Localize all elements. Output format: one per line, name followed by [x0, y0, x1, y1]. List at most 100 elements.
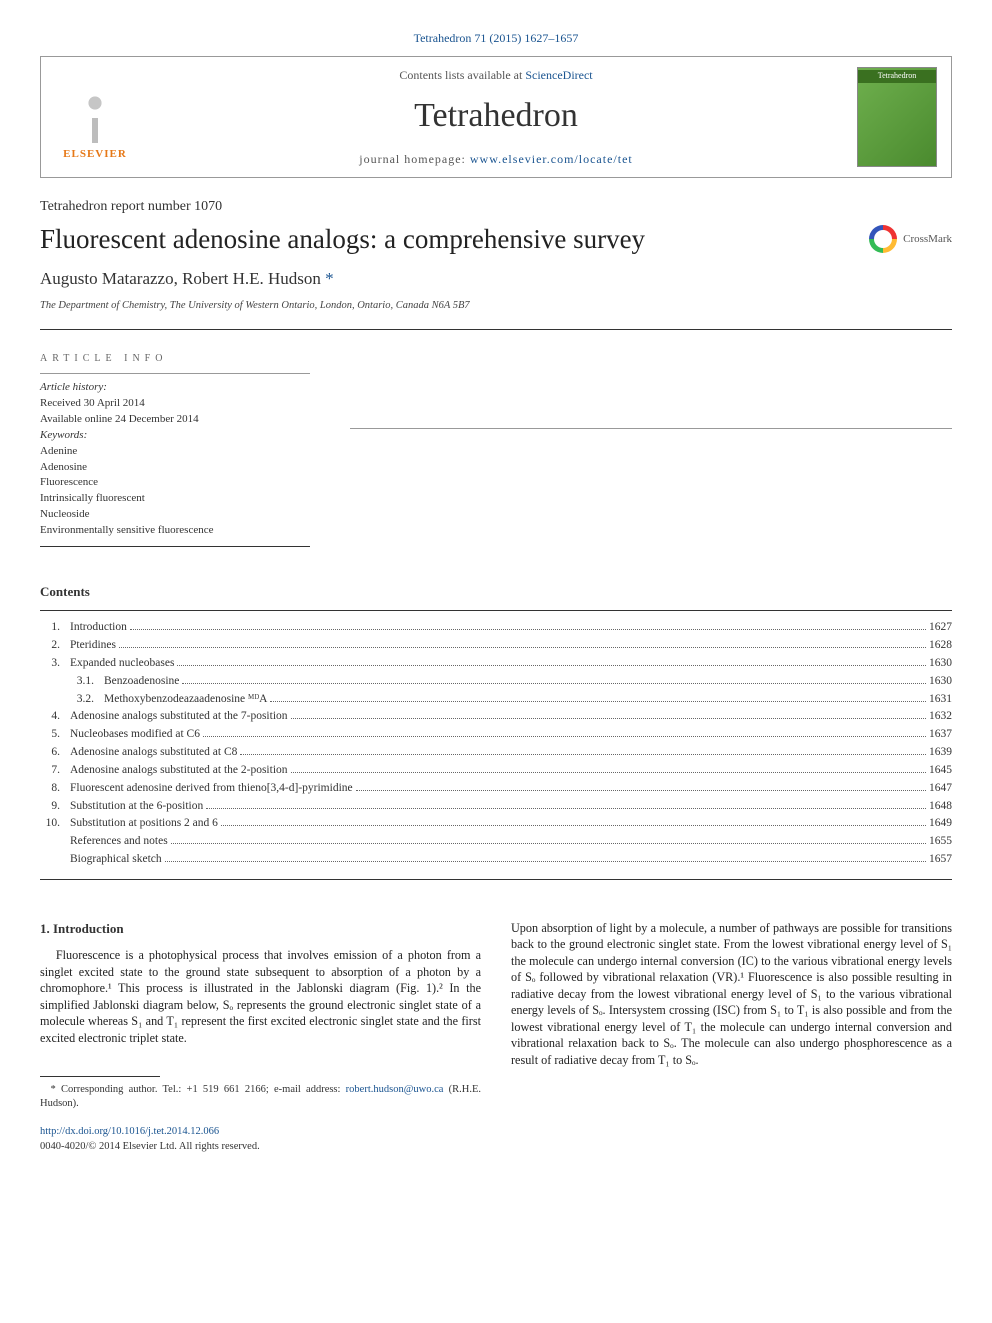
contents-heading: Contents — [40, 583, 952, 601]
keyword-4: Nucleoside — [40, 507, 310, 522]
rule-meta-2 — [40, 546, 310, 547]
journal-name: Tetrahedron — [155, 93, 837, 139]
toc-dots — [165, 853, 926, 862]
toc-row[interactable]: 1.Introduction 1627 — [40, 619, 952, 637]
toc-dots — [240, 746, 926, 755]
toc-page: 1657 — [929, 851, 952, 869]
toc-page: 1649 — [929, 815, 952, 833]
toc-page: 1647 — [929, 780, 952, 798]
toc-num: 2. — [40, 637, 70, 655]
journal-header-box: ELSEVIER Contents lists available at Sci… — [40, 56, 952, 178]
report-number: Tetrahedron report number 1070 — [40, 198, 952, 217]
toc-page: 1631 — [929, 691, 952, 709]
toc-title: Biographical sketch — [70, 851, 162, 869]
toc-page: 1628 — [929, 637, 952, 655]
toc-page: 1627 — [929, 619, 952, 637]
homepage-prefix: journal homepage: — [359, 152, 470, 166]
toc-dots — [291, 764, 926, 773]
rule-meta-right — [350, 428, 952, 429]
toc-row[interactable]: 4.Adenosine analogs substituted at the 7… — [40, 708, 952, 726]
keyword-5: Environmentally sensitive fluorescence — [40, 523, 310, 538]
toc-num: 3.1. — [40, 673, 104, 691]
toc-num: 10. — [40, 815, 70, 833]
toc-row[interactable]: 3.Expanded nucleobases1630 — [40, 655, 952, 673]
toc-num: 7. — [40, 762, 70, 780]
keyword-2: Fluorescence — [40, 475, 310, 490]
toc-page: 1645 — [929, 762, 952, 780]
meta-left-col: article info Article history: Received 3… — [40, 338, 310, 555]
toc-row[interactable]: 3.2.Methoxybenzodeazaadenosine ᴹᴰA 1631 — [40, 691, 952, 709]
toc-num: 3.2. — [40, 691, 104, 709]
toc-dots — [206, 799, 926, 808]
toc-page: 1639 — [929, 744, 952, 762]
footnote-separator — [40, 1076, 160, 1077]
toc-dots — [356, 782, 926, 791]
toc-num: 1. — [40, 619, 70, 637]
toc-title: Substitution at positions 2 and 6 — [70, 815, 218, 833]
body-col-left: 1. Introduction Fluorescence is a photop… — [40, 920, 481, 1154]
sciencedirect-link[interactable]: ScienceDirect — [525, 68, 592, 82]
toc-dots — [270, 692, 926, 701]
journal-reference: Tetrahedron 71 (2015) 1627–1657 — [40, 30, 952, 46]
section-1-heading: 1. Introduction — [40, 920, 481, 938]
toc-row[interactable]: 8.Fluorescent adenosine derived from thi… — [40, 780, 952, 798]
homepage-link[interactable]: www.elsevier.com/locate/tet — [470, 152, 633, 166]
crossmark-label: CrossMark — [903, 232, 952, 247]
toc-row[interactable]: 5.Nucleobases modified at C61637 — [40, 726, 952, 744]
toc-title: Adenosine analogs substituted at the 7-p… — [70, 708, 288, 726]
toc-page: 1648 — [929, 798, 952, 816]
toc-title: References and notes — [70, 833, 168, 851]
crossmark-icon — [869, 225, 897, 253]
toc-num: 8. — [40, 780, 70, 798]
journal-cover-thumbnail[interactable]: Tetrahedron — [857, 67, 937, 167]
crossmark-badge[interactable]: CrossMark — [869, 225, 952, 253]
toc-dots — [221, 817, 926, 826]
corresponding-footnote: * Corresponding author. Tel.: +1 519 661… — [40, 1083, 481, 1111]
toc-title: Adenosine analogs substituted at C8 — [70, 744, 237, 762]
footnote-email-link[interactable]: robert.hudson@uwo.ca — [346, 1084, 444, 1095]
footnote-prefix: Corresponding author. Tel.: +1 519 661 2… — [56, 1084, 346, 1095]
elsevier-tree-icon — [65, 83, 125, 143]
rule-meta-1 — [40, 373, 310, 374]
toc-row[interactable]: References and notes1655 — [40, 833, 952, 851]
toc-num: 9. — [40, 798, 70, 816]
toc-title: Methoxybenzodeazaadenosine ᴹᴰA — [104, 691, 267, 709]
keyword-3: Intrinsically fluorescent — [40, 491, 310, 506]
toc-dots — [171, 835, 926, 844]
article-history: Article history: Received 30 April 2014 … — [40, 380, 310, 537]
toc-title: Introduction — [70, 619, 127, 637]
toc-dots — [182, 675, 926, 684]
keyword-0: Adenine — [40, 444, 310, 459]
toc-title: Nucleobases modified at C6 — [70, 726, 200, 744]
toc-page: 1637 — [929, 726, 952, 744]
toc-row[interactable]: 2.Pteridines1628 — [40, 637, 952, 655]
toc-page: 1630 — [929, 673, 952, 691]
toc-title: Adenosine analogs substituted at the 2-p… — [70, 762, 288, 780]
toc-page: 1630 — [929, 655, 952, 673]
toc-row[interactable]: 9.Substitution at the 6-position 1648 — [40, 798, 952, 816]
toc-page: 1632 — [929, 708, 952, 726]
toc-dots — [177, 657, 926, 666]
intro-para-2: Upon absorption of light by a molecule, … — [511, 920, 952, 1068]
toc-row[interactable]: 6.Adenosine analogs substituted at C8 163… — [40, 744, 952, 762]
toc-dots — [119, 639, 926, 648]
toc-num: 6. — [40, 744, 70, 762]
toc-row[interactable]: 10.Substitution at positions 2 and 6 1649 — [40, 815, 952, 833]
authors-names: Augusto Matarazzo, Robert H.E. Hudson — [40, 269, 321, 288]
contents-lists-line: Contents lists available at ScienceDirec… — [155, 67, 837, 83]
body-col-right: Upon absorption of light by a molecule, … — [511, 920, 952, 1154]
doi-link[interactable]: http://dx.doi.org/10.1016/j.tet.2014.12.… — [40, 1126, 219, 1137]
toc-row[interactable]: 7.Adenosine analogs substituted at the 2… — [40, 762, 952, 780]
toc-row[interactable]: Biographical sketch 1657 — [40, 851, 952, 869]
article-info-label: article info — [40, 352, 310, 366]
elsevier-wordmark: ELSEVIER — [63, 147, 127, 162]
rule-top — [40, 329, 952, 330]
toc-title: Substitution at the 6-position — [70, 798, 203, 816]
table-of-contents: 1.Introduction16272.Pteridines16283.Expa… — [40, 610, 952, 879]
intro-para-1: Fluorescence is a photophysical process … — [40, 947, 481, 1046]
toc-row[interactable]: 3.1.Benzoadenosine1630 — [40, 673, 952, 691]
toc-title: Expanded nucleobases — [70, 655, 174, 673]
header-center: Contents lists available at ScienceDirec… — [155, 67, 837, 167]
contents-lists-prefix: Contents lists available at — [399, 68, 525, 82]
elsevier-logo[interactable]: ELSEVIER — [55, 72, 135, 162]
